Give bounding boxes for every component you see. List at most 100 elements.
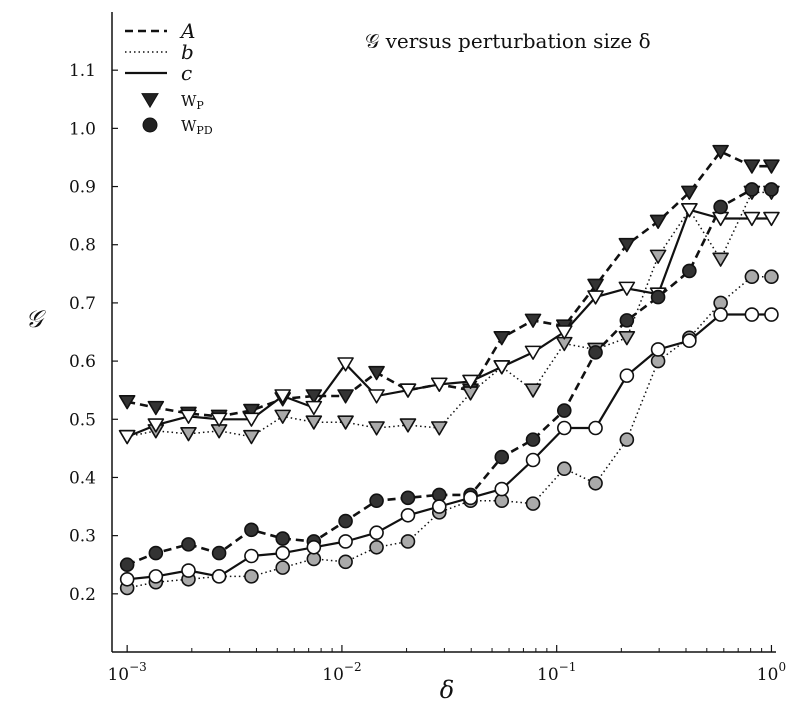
y-tick-label: 0.2	[69, 585, 96, 605]
x-tick-label-base: 10	[537, 665, 559, 685]
legend-marker-label-sub: P	[196, 99, 204, 112]
series-line-c-triangle-down	[126, 208, 772, 438]
data-point-circle	[338, 534, 353, 549]
data-point-circle	[682, 333, 697, 349]
data-point-circle	[275, 531, 291, 546]
x-tick-label-base: 10	[107, 665, 129, 685]
data-point-circle	[400, 490, 416, 506]
data-point-triangle	[399, 383, 417, 398]
x-tick-label-base: 10	[757, 665, 779, 685]
data-point-triangle	[147, 400, 165, 416]
data-point-circle	[619, 368, 635, 383]
data-point-circle	[148, 569, 164, 584]
data-point-triangle	[118, 429, 136, 445]
data-point-circle	[650, 342, 666, 357]
data-point-circle	[713, 199, 728, 215]
data-point-circle	[275, 560, 291, 575]
data-point-triangle	[337, 389, 354, 404]
data-point-triangle	[649, 214, 667, 230]
data-point-triangle	[368, 365, 385, 381]
series-line-b-triangle-down	[127, 191, 772, 438]
data-point-circle	[744, 269, 760, 285]
data-point-circle	[713, 307, 728, 322]
x-tick-label-exp: −3	[129, 660, 147, 674]
legend-label: A	[179, 19, 195, 43]
data-point-triangle	[274, 389, 292, 404]
y-tick-label: 0.8	[69, 236, 96, 256]
data-point-triangle	[649, 249, 667, 264]
data-point-circle	[588, 420, 603, 436]
data-point-circle	[650, 289, 666, 305]
data-point-triangle	[243, 429, 260, 445]
y-tick-label: 0.7	[69, 294, 96, 314]
data-point-circle	[369, 539, 384, 555]
data-point-circle	[764, 269, 779, 285]
data-point-triangle	[243, 403, 260, 419]
data-point-circle	[588, 345, 603, 360]
data-point-circle	[244, 569, 259, 584]
data-point-triangle	[210, 412, 228, 427]
data-point-circle	[619, 313, 635, 328]
data-point-circle	[338, 513, 353, 529]
data-point-triangle	[618, 281, 636, 296]
x-tick-label-exp: 0	[778, 660, 786, 674]
data-point-circle	[682, 263, 697, 279]
data-point-circle	[764, 182, 779, 197]
data-point-triangle	[305, 415, 323, 430]
data-point-circle	[619, 432, 635, 447]
data-point-triangle	[524, 383, 542, 398]
data-point-triangle	[555, 325, 573, 340]
data-point-circle	[119, 557, 135, 573]
data-point-circle	[463, 490, 478, 506]
series-line-c-circle	[127, 313, 772, 581]
data-point-triangle	[180, 427, 197, 442]
y-tick-label: 0.4	[69, 468, 96, 488]
x-tick-label-base: 10	[322, 665, 344, 685]
series-line-A-circle	[126, 188, 772, 566]
data-point-triangle	[147, 418, 165, 433]
data-point-triangle	[337, 357, 354, 372]
legend-marker-label-sub: PD	[196, 124, 212, 137]
marker-layer	[118, 144, 780, 596]
data-point-triangle	[368, 389, 385, 404]
data-point-circle	[244, 548, 259, 564]
y-tick-label: 0.6	[69, 352, 96, 372]
data-point-triangle	[368, 421, 385, 436]
data-point-circle	[148, 545, 164, 561]
axes: 0.20.30.40.50.60.70.80.91.01.110−3 10−2 10…	[69, 12, 786, 685]
data-point-triangle	[243, 412, 260, 427]
legend-marker-label: WP	[181, 92, 204, 112]
legend-label: b	[181, 40, 194, 64]
data-point-triangle	[337, 415, 354, 430]
data-point-triangle	[681, 203, 698, 218]
legend: Abc WP WPD	[125, 19, 213, 137]
series-layer	[126, 150, 772, 589]
data-point-circle	[400, 534, 416, 549]
data-point-circle	[556, 461, 572, 477]
y-tick-label: 1.1	[69, 61, 96, 81]
x-axis-label: δ	[440, 676, 454, 704]
data-point-circle	[744, 182, 760, 197]
data-point-triangle	[618, 331, 636, 346]
legend-marker-triangle	[141, 93, 159, 109]
legend-label: c	[181, 61, 192, 85]
data-point-triangle	[763, 159, 780, 174]
data-point-triangle	[305, 400, 323, 416]
data-point-triangle	[524, 345, 542, 360]
data-point-triangle	[618, 237, 636, 253]
data-point-circle	[494, 481, 510, 497]
data-point-triangle	[712, 144, 729, 160]
data-point-triangle	[587, 278, 604, 294]
y-tick-label: 0.3	[69, 527, 96, 547]
x-tick-label-exp: −2	[344, 660, 362, 674]
data-point-triangle	[493, 331, 511, 346]
legend-marker-label-main: W	[181, 117, 197, 135]
data-point-circle	[525, 452, 541, 468]
y-axis-label: 𝒢	[25, 305, 46, 333]
data-point-circle	[744, 307, 760, 322]
data-point-circle	[306, 539, 322, 555]
data-point-circle	[431, 499, 447, 514]
data-point-circle	[275, 545, 291, 561]
data-point-circle	[556, 403, 572, 418]
data-point-triangle	[681, 185, 698, 200]
